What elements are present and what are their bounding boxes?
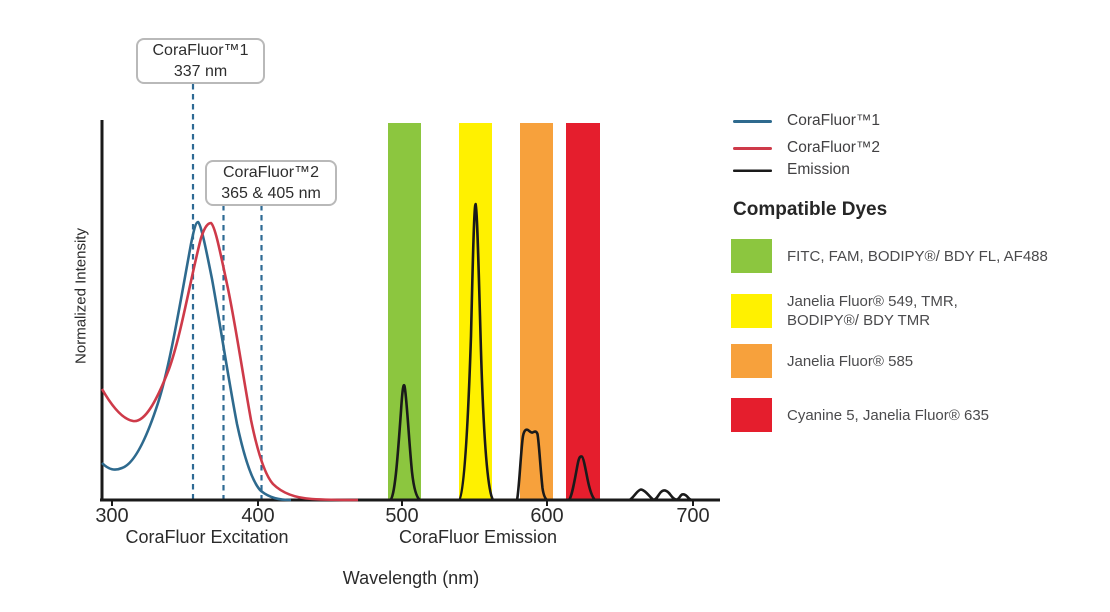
callout-corafluor1-value: 337 nm: [173, 63, 228, 80]
callout-corafluor2-title: CoraFluor™2: [222, 163, 320, 181]
filter-band-orange: [520, 123, 553, 500]
callout-corafluor2-value: 365 & 405 nm: [221, 185, 321, 202]
filter-band-green: [388, 123, 421, 500]
y-axis-title: Normalized Intensity: [72, 228, 90, 364]
x-tick-700: 700: [676, 505, 710, 527]
dye-swatch-orange: [731, 344, 772, 378]
dye-row-green: FITC, FAM, BODIPY®/ BDY FL, AF488: [731, 239, 1048, 273]
filter-band-yellow: [459, 123, 492, 500]
legend-line-blue: [733, 119, 772, 123]
emission-curve: [365, 202, 708, 502]
dye-label-yellow: Janelia Fluor® 549, TMR, BODIPY®/ BDY TM…: [787, 293, 958, 329]
legend-line-red: [733, 146, 772, 150]
legend-line-black: [733, 169, 772, 172]
legend-label-corafluor2: CoraFluor™2: [787, 139, 881, 156]
filter-band-red: [566, 123, 600, 500]
x-tick-300: 300: [95, 505, 129, 527]
excitation-section-label: CoraFluor Excitation: [125, 527, 289, 547]
dye-label-red: Cyanine 5, Janelia Fluor® 635: [787, 406, 990, 424]
corafluor2-excitation-curve: [100, 221, 359, 502]
legend-item-emission: Emission: [733, 161, 850, 178]
dye-swatch-red: [731, 398, 772, 432]
dye-swatch-green: [731, 239, 772, 273]
corafluor1-excitation-curve: [101, 220, 292, 502]
x-axis-title: Wavelength (nm): [342, 568, 480, 588]
legend-label-emission: Emission: [787, 161, 850, 178]
x-tick-600: 600: [530, 505, 564, 527]
callout-corafluor1-title: CoraFluor™1: [152, 41, 249, 59]
x-tick-400: 400: [241, 505, 275, 527]
callout-corafluor1: CoraFluor™1 337 nm: [136, 38, 265, 84]
legend-item-corafluor2: CoraFluor™2: [733, 139, 881, 156]
callout-corafluor2: CoraFluor™2 365 & 405 nm: [205, 160, 337, 206]
dye-row-red: Cyanine 5, Janelia Fluor® 635: [731, 398, 989, 432]
dye-swatch-yellow: [731, 294, 772, 328]
dye-label-orange: Janelia Fluor® 585: [787, 352, 914, 370]
dye-row-orange: Janelia Fluor® 585: [731, 344, 913, 378]
dye-label-green: FITC, FAM, BODIPY®/ BDY FL, AF488: [787, 247, 1048, 265]
dye-row-yellow: Janelia Fluor® 549, TMR, BODIPY®/ BDY TM…: [731, 292, 958, 330]
legend-label-corafluor1: CoraFluor™1: [787, 112, 881, 129]
compatible-dyes-heading: Compatible Dyes: [733, 199, 888, 220]
legend-item-corafluor1: CoraFluor™1: [733, 112, 881, 129]
x-tick-500: 500: [385, 505, 419, 527]
emission-section-label: CoraFluor Emission: [398, 527, 558, 547]
